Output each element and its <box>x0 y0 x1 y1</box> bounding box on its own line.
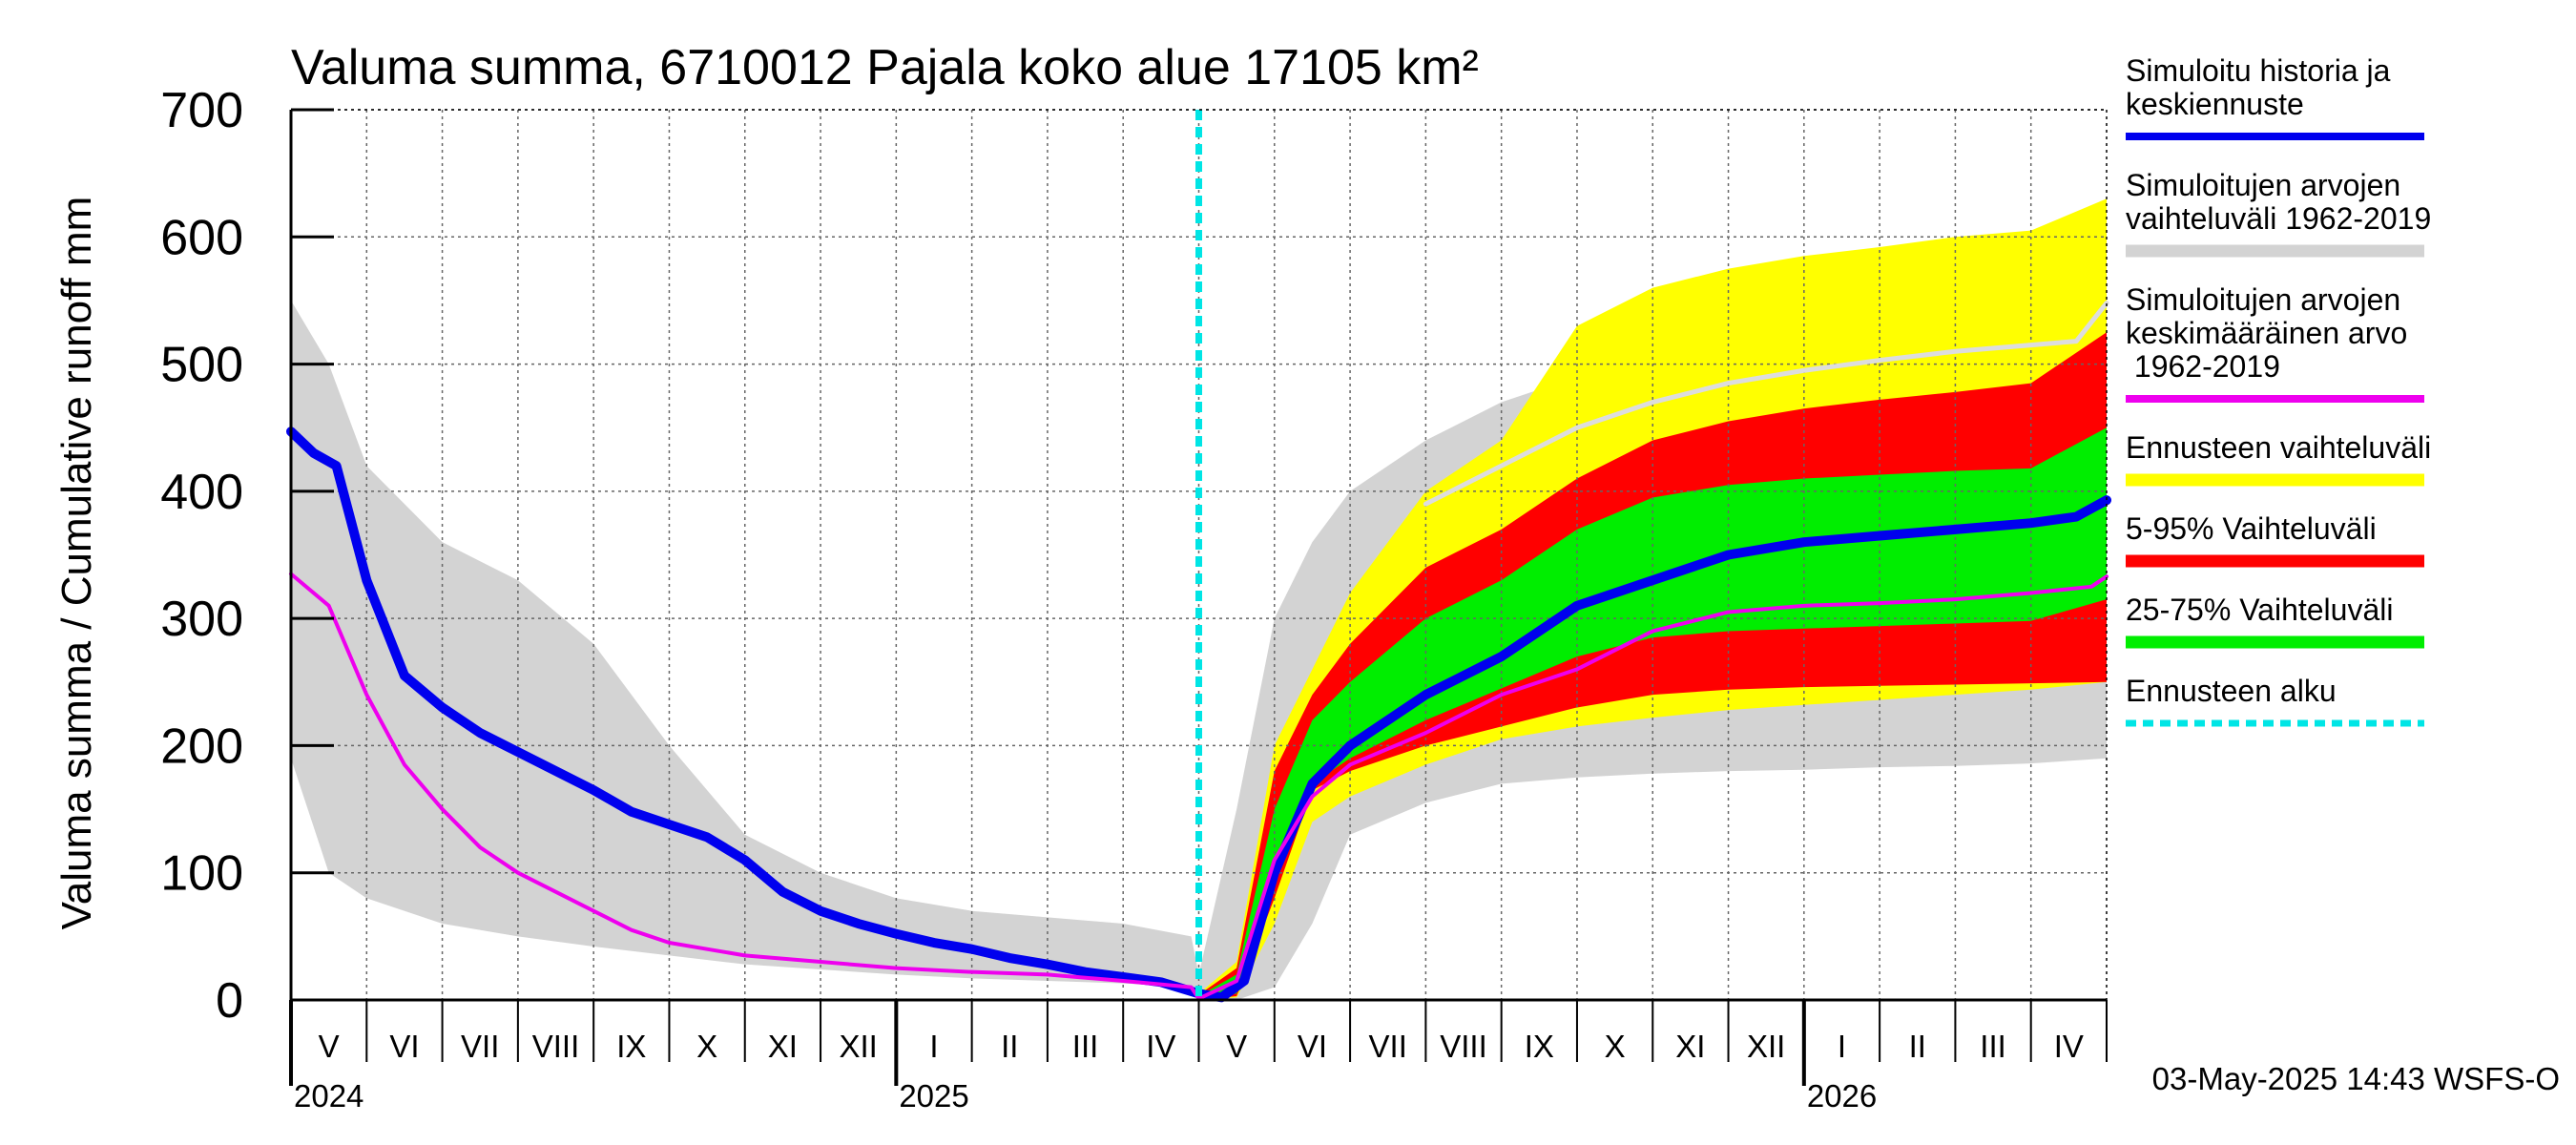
month-label: VII <box>461 1029 499 1064</box>
year-label: 2025 <box>899 1078 968 1114</box>
month-label: VI <box>1298 1029 1327 1064</box>
month-label: V <box>319 1029 340 1064</box>
month-label: III <box>1980 1029 2006 1064</box>
series-line-simuloitujen-arvojen-keskim-r-inen-arvo-1962-2019 <box>289 572 2109 1001</box>
y-tick-label: 700 <box>160 83 243 138</box>
y-tick-label: 300 <box>160 592 243 647</box>
legend-label: Simuloitujen arvojen keskimääräinen arvo … <box>2126 282 2407 384</box>
month-label: XI <box>1675 1029 1705 1064</box>
month-label: II <box>1001 1029 1018 1064</box>
y-tick-label: 100 <box>160 846 243 902</box>
legend-item: Simuloitu historia ja keskiennuste <box>2126 53 2424 140</box>
month-label: II <box>1909 1029 1926 1064</box>
series-line-simuloitujen-arvojen-upper-mean <box>1423 301 2109 507</box>
month-label: VIII <box>532 1029 580 1064</box>
legend-label: Simuloitu historia ja keskiennuste <box>2126 53 2391 121</box>
month-label: XII <box>840 1029 878 1064</box>
timestamp-label: 03-May-2025 14:43 WSFS-O <box>2152 1061 2560 1096</box>
grid-layer <box>291 109 2107 1000</box>
legend-item: Ennusteen vaihteluväli <box>2126 430 2431 487</box>
month-label: IV <box>2054 1029 2084 1064</box>
legend-label: Ennusteen vaihteluväli <box>2126 430 2431 465</box>
legend: Simuloitu historia ja keskiennuste Simuloi… <box>2126 53 2431 727</box>
y-tick-label: 500 <box>160 338 243 393</box>
year-label: 2026 <box>1807 1078 1877 1114</box>
legend-label: 25-75% Vaihteluväli <box>2126 593 2393 627</box>
month-label: V <box>1226 1029 1247 1064</box>
month-label: I <box>929 1029 938 1064</box>
legend-label: Ennusteen alku <box>2126 674 2337 708</box>
line-layer <box>286 110 2111 1003</box>
month-label: VI <box>389 1029 419 1064</box>
legend-label: Simuloitujen arvojen vaihteluväli 1962-20… <box>2126 168 2431 236</box>
month-label: IV <box>1146 1029 1175 1064</box>
y-axis-label: Valuma summa / Cumulative runoff mm <box>53 197 100 930</box>
month-label: III <box>1072 1029 1099 1064</box>
series-line-simuloitu-historia-ja-keskiennuste <box>286 427 2111 1003</box>
month-label: I <box>1838 1029 1846 1064</box>
month-label: XI <box>768 1029 798 1064</box>
legend-label: 5-95% Vaihteluväli <box>2126 511 2377 546</box>
y-tick-label: 600 <box>160 210 243 265</box>
month-label: VII <box>1369 1029 1407 1064</box>
y-tick-label: 200 <box>160 718 243 774</box>
month-label: VIII <box>1440 1029 1487 1064</box>
legend-item: 25-75% Vaihteluväli <box>2126 593 2424 649</box>
legend-item: Simuloitujen arvojen keskimääräinen arvo … <box>2126 282 2424 403</box>
band-25-75-vaihteluv-li <box>1198 427 2107 999</box>
legend-item: Simuloitujen arvojen vaihteluväli 1962-20… <box>2126 168 2431 258</box>
month-label: IX <box>1525 1029 1554 1064</box>
y-tick-label: 400 <box>160 465 243 520</box>
chart-title: Valuma summa, 6710012 Pajala koko alue 1… <box>291 40 1479 95</box>
month-label: X <box>696 1029 717 1064</box>
y-tick-label: 0 <box>216 973 243 1029</box>
legend-item: 5-95% Vaihteluväli <box>2126 511 2424 568</box>
legend-item: Ennusteen alku <box>2126 674 2424 727</box>
year-label: 2024 <box>294 1078 364 1114</box>
month-label: X <box>1605 1029 1626 1064</box>
month-label: IX <box>616 1029 646 1064</box>
month-label: XII <box>1747 1029 1785 1064</box>
